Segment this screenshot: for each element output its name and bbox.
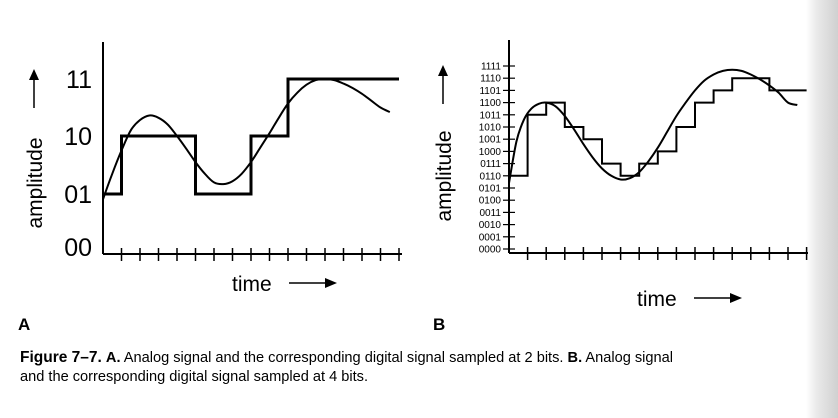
chart-a-y-tick-label: 01	[64, 181, 92, 209]
chart-b-y-tick-label: 0000	[479, 245, 502, 256]
chart-a-y-tick-label: 00	[64, 234, 92, 262]
chart-a: 00 01 10 11 amplitude time A	[18, 42, 402, 334]
figure-label: Figure 7–7.	[20, 349, 102, 366]
chart-b-y-tick-label: 0101	[479, 184, 502, 195]
chart-b-y-tick-label: 0001	[479, 232, 502, 243]
chart-a-y-tick-label: 10	[64, 123, 92, 151]
chart-b-analog-curve	[508, 68, 798, 184]
chart-a-digital-signal	[103, 77, 399, 196]
chart-b-x-axis-label: time	[637, 288, 677, 311]
chart-b-digital-signal	[509, 77, 807, 177]
chart-a-x-arrow	[289, 278, 337, 288]
chart-a-y-arrow	[29, 69, 39, 108]
caption-part-b-text: Analog signal	[585, 350, 674, 366]
chart-a-panel-label: A	[18, 315, 30, 334]
chart-b-panel-label: B	[433, 315, 445, 334]
chart-b-y-tick-label: 1110	[480, 74, 501, 85]
chart-b-x-ticks	[526, 247, 808, 260]
chart-a-y-axis-label: amplitude	[24, 137, 47, 228]
chart-b-y-tick-label: 1011	[479, 110, 501, 121]
chart-b-y-arrow	[438, 65, 448, 104]
chart-b-y-tick-label: 1010	[479, 123, 502, 134]
chart-b-y-ticks	[503, 65, 515, 250]
chart-a-x-axis-label: time	[232, 273, 272, 296]
figure-caption: Figure 7–7. A. Analog signal and the cor…	[20, 348, 820, 387]
caption-part-a-text: Analog signal and the corresponding digi…	[123, 350, 564, 366]
chart-b-y-tick-label: 0110	[479, 171, 501, 182]
page-edge-shadow	[806, 0, 838, 418]
chart-b-y-tick-label: 1101	[479, 86, 501, 97]
chart-b-y-tick-label: 1100	[479, 98, 501, 109]
chart-a-analog-curve	[102, 77, 391, 200]
caption-part-a-label: A.	[105, 350, 121, 366]
chart-b-y-tick-label: 0100	[479, 196, 502, 207]
chart-a-y-tick-label: 11	[66, 66, 92, 94]
chart-b-y-tick-label: 0011	[479, 208, 501, 219]
chart-b-y-tick-label: 0111	[480, 159, 501, 170]
chart-a-x-ticks	[120, 248, 400, 261]
chart-b-x-arrow	[694, 293, 742, 303]
chart-a-y-tick-labels: 00 01 10 11	[64, 66, 92, 262]
chart-b-y-axis-label: amplitude	[433, 130, 456, 221]
caption-part-b-label: B.	[567, 350, 583, 366]
caption-line-2: and the corresponding digital signal sam…	[20, 369, 369, 385]
chart-b-y-tick-label: 1111	[481, 62, 501, 73]
chart-b-y-tick-label: 1000	[479, 147, 502, 158]
chart-b-y-tick-label: 0010	[479, 220, 502, 231]
chart-b-y-tick-label: 1001	[479, 135, 502, 146]
